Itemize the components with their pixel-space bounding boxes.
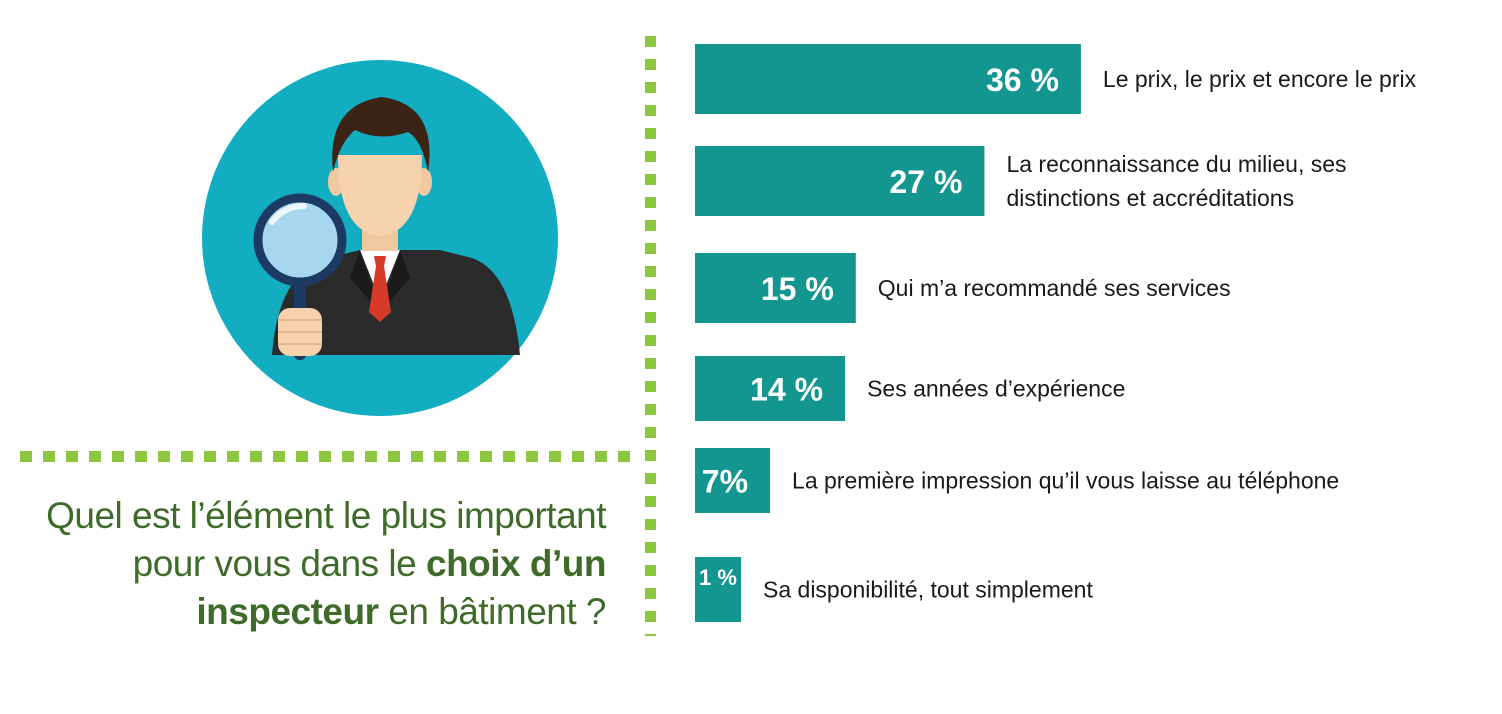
bar-category-label: La reconnaissance du milieu, ses — [1006, 151, 1346, 177]
question-line-3-bold: inspecteur — [196, 591, 379, 632]
inspector-illustration — [202, 60, 558, 416]
question-line-3-text: en bâtiment ? — [378, 591, 606, 632]
bar-category-label: distinctions et accréditations — [1006, 185, 1294, 211]
question-line-1: Quel est l’élément le plus important — [46, 495, 606, 536]
bar-category-label: Sa disponibilité, tout simplement — [763, 577, 1093, 603]
bar-category-label: Qui m’a recommandé ses services — [878, 275, 1231, 301]
horizontal-dotted-divider — [20, 451, 640, 462]
bar-value-label: 7% — [702, 464, 748, 500]
bar-4 — [695, 356, 846, 421]
inspector-with-magnifying-glass-icon — [253, 97, 520, 360]
bar-category-label: La première impression qu’il vous laisse… — [792, 468, 1339, 494]
bar-6 — [695, 557, 741, 622]
question-line-3: inspecteur en bâtiment ? — [0, 588, 606, 636]
survey-question: Quel est l’élément le plus important pou… — [0, 492, 606, 636]
bar-3 — [695, 253, 856, 323]
bar-category-label: Ses années d’expérience — [867, 376, 1125, 402]
vertical-dotted-divider — [645, 36, 656, 636]
question-line-2-text: pour vous dans le — [132, 543, 426, 584]
question-line-2: pour vous dans le choix d’un — [0, 540, 607, 588]
bar-value-label: 15 % — [761, 271, 834, 307]
bar-value-label: 14 % — [750, 372, 823, 408]
bar-5 — [695, 448, 771, 513]
bar-value-label: 1 % — [699, 565, 737, 590]
question-line-2-bold: choix d’un — [426, 543, 607, 584]
bar-value-label: 27 % — [890, 164, 963, 200]
bar-1 — [695, 44, 1081, 114]
bar-category-label: Le prix, le prix et encore le prix — [1103, 66, 1417, 92]
bar-value-label: 36 % — [986, 62, 1059, 98]
bar-2 — [695, 146, 985, 216]
